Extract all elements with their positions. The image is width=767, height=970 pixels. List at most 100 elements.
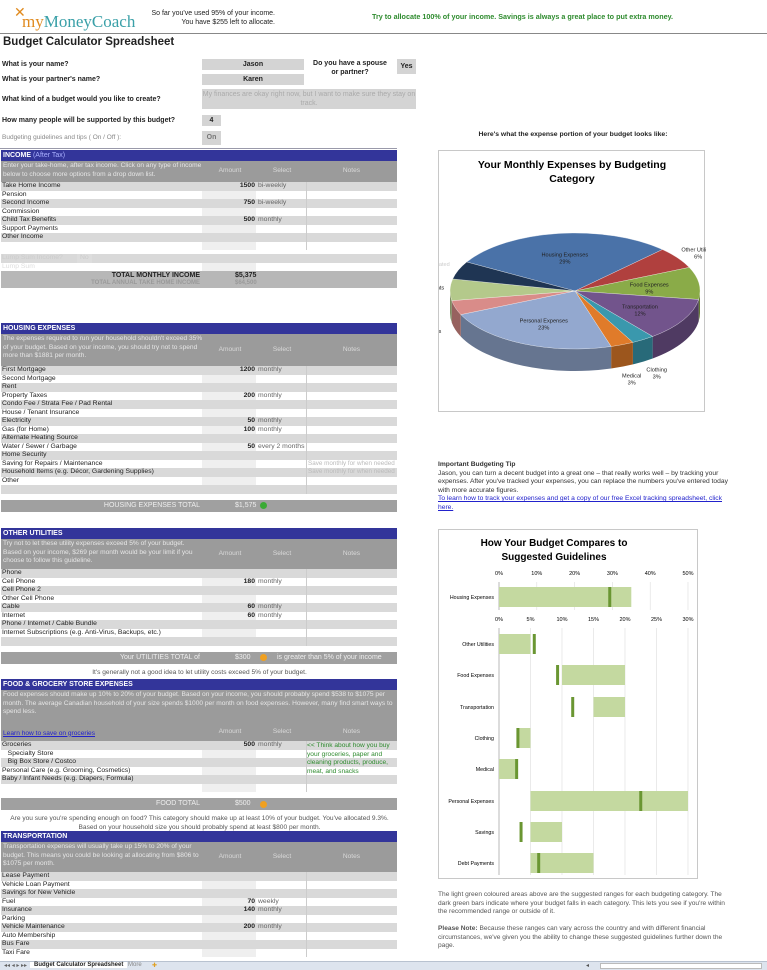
- amount-input[interactable]: [202, 931, 256, 940]
- row-label[interactable]: Cable: [2, 603, 20, 610]
- row-label[interactable]: Electricity: [2, 417, 32, 424]
- row-label[interactable]: Big Box Store / Costco: [2, 758, 77, 765]
- amount-input[interactable]: 180: [202, 577, 256, 586]
- row-label[interactable]: Other Income: [2, 233, 44, 240]
- notes-cell[interactable]: [306, 923, 397, 932]
- frequency-select[interactable]: monthly: [258, 577, 282, 585]
- amount-input[interactable]: [202, 569, 256, 578]
- row-label[interactable]: Taxi Fare: [2, 948, 30, 956]
- row-label[interactable]: Bus Fare: [2, 940, 30, 947]
- amount-input[interactable]: [202, 940, 256, 949]
- amount-input[interactable]: 100: [202, 425, 256, 434]
- notes-cell[interactable]: [306, 906, 397, 915]
- row-label[interactable]: Water / Sewer / Garbage: [2, 442, 77, 450]
- frequency-select[interactable]: bi-weekly: [258, 199, 287, 206]
- amount-input[interactable]: [202, 783, 256, 792]
- tab-budget-calculator[interactable]: Budget Calculator Spreadsheet: [30, 962, 128, 968]
- amount-input[interactable]: [202, 628, 256, 637]
- amount-input[interactable]: [202, 637, 256, 646]
- row-label[interactable]: Cell Phone 2: [2, 586, 41, 593]
- row-label[interactable]: Lease Payment: [2, 872, 50, 879]
- amount-input[interactable]: 50: [202, 442, 256, 451]
- notes-cell[interactable]: [306, 233, 397, 242]
- row-label[interactable]: Auto Membership: [2, 931, 56, 939]
- amount-input[interactable]: [202, 758, 256, 767]
- notes-cell[interactable]: [306, 241, 397, 250]
- amount-input[interactable]: 60: [202, 611, 256, 620]
- amount-input[interactable]: [202, 408, 256, 417]
- notes-cell[interactable]: [306, 391, 397, 400]
- notes-cell[interactable]: [306, 586, 397, 595]
- partner-field[interactable]: Karen: [202, 74, 304, 85]
- notes-cell[interactable]: [306, 425, 397, 434]
- notes-cell[interactable]: [306, 199, 397, 208]
- amount-input[interactable]: [202, 594, 256, 603]
- row-label[interactable]: Alternate Heating Source: [2, 434, 78, 441]
- row-label[interactable]: Phone: [2, 569, 22, 576]
- amount-input[interactable]: [202, 880, 256, 889]
- amount-input[interactable]: [202, 485, 256, 494]
- notes-cell[interactable]: [306, 476, 397, 485]
- row-label[interactable]: Fuel: [2, 897, 16, 905]
- amount-input[interactable]: [202, 586, 256, 595]
- row-label[interactable]: Second Mortgage: [2, 374, 56, 382]
- notes-cell[interactable]: [306, 775, 397, 784]
- frequency-select[interactable]: monthly: [258, 417, 282, 424]
- notes-cell[interactable]: [306, 940, 397, 949]
- notes-cell[interactable]: [306, 442, 397, 451]
- amount-input[interactable]: [202, 451, 256, 460]
- notes-cell[interactable]: [306, 594, 397, 603]
- row-label[interactable]: Insurance: [2, 906, 32, 913]
- notes-cell[interactable]: [306, 889, 397, 898]
- row-label[interactable]: Phone / Internet / Cable Bundle: [2, 620, 97, 627]
- amount-input[interactable]: [202, 400, 256, 409]
- frequency-select[interactable]: bi-weekly: [258, 182, 287, 189]
- notes-cell[interactable]: [306, 451, 397, 460]
- amount-input[interactable]: [202, 190, 256, 199]
- row-label[interactable]: First Mortgage: [2, 366, 46, 373]
- notes-cell[interactable]: [306, 620, 397, 629]
- notes-cell[interactable]: [306, 914, 397, 923]
- amount-input[interactable]: [202, 224, 256, 233]
- notes-cell[interactable]: [306, 741, 397, 750]
- tips-toggle[interactable]: On: [202, 131, 221, 145]
- row-label[interactable]: Other Cell Phone: [2, 594, 55, 602]
- notes-cell[interactable]: [306, 400, 397, 409]
- row-label[interactable]: Internet: [2, 611, 26, 619]
- amount-input[interactable]: [202, 872, 256, 881]
- spouse-field[interactable]: Yes: [397, 59, 416, 74]
- amount-input[interactable]: [202, 620, 256, 629]
- groceries-link[interactable]: Learn how to save on groceries: [3, 729, 96, 737]
- amount-input[interactable]: 500: [243, 741, 255, 748]
- row-label[interactable]: Groceries: [2, 741, 32, 748]
- row-label[interactable]: Other: [2, 476, 19, 484]
- amount-input[interactable]: 750: [243, 199, 255, 206]
- notes-cell[interactable]: [306, 611, 397, 620]
- lump-sum-select[interactable]: No: [77, 254, 92, 263]
- notes-cell[interactable]: [306, 569, 397, 578]
- notes-cell[interactable]: [306, 628, 397, 637]
- notes-cell[interactable]: [306, 207, 397, 216]
- frequency-select[interactable]: monthly: [258, 923, 282, 930]
- notes-cell[interactable]: [306, 766, 397, 775]
- notes-cell[interactable]: [306, 485, 397, 494]
- amount-input[interactable]: 1200: [239, 366, 255, 373]
- row-label[interactable]: Saving for Repairs / Maintenance: [2, 459, 103, 467]
- frequency-select[interactable]: monthly: [258, 425, 282, 433]
- amount-input[interactable]: [202, 914, 256, 923]
- row-label[interactable]: House / Tenant Insurance: [2, 408, 80, 416]
- amount-input[interactable]: [202, 948, 256, 957]
- amount-input[interactable]: [202, 459, 256, 468]
- row-label[interactable]: Rent: [2, 383, 17, 390]
- row-label[interactable]: Second Income: [2, 199, 50, 206]
- row-label[interactable]: Child Tax Benefits: [2, 216, 57, 223]
- amount-input[interactable]: 60: [247, 603, 255, 610]
- notes-cell[interactable]: [306, 216, 397, 225]
- row-label[interactable]: Personal Care (e.g. Grooming, Cosmetics): [2, 766, 131, 774]
- row-label[interactable]: Pension: [2, 190, 27, 198]
- notes-cell[interactable]: [306, 408, 397, 417]
- row-label[interactable]: Home Security: [2, 451, 47, 458]
- notes-cell[interactable]: [306, 383, 397, 392]
- amount-input[interactable]: [202, 207, 256, 216]
- amount-input[interactable]: 70: [202, 897, 256, 906]
